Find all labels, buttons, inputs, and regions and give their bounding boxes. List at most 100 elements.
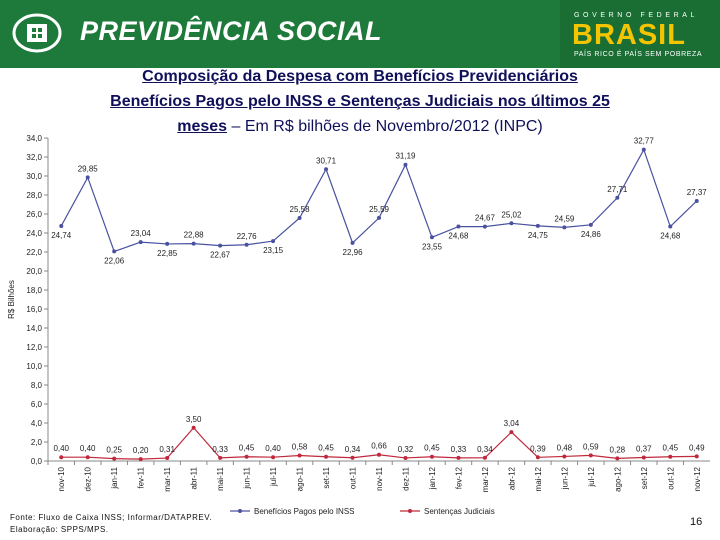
x-tick-label: ago-11 (296, 466, 305, 491)
data-point (562, 225, 567, 230)
y-tick-label: 12,0 (26, 343, 42, 352)
y-tick-label: 8,0 (31, 381, 43, 390)
previdencia-logo-icon (12, 13, 62, 53)
data-point (482, 455, 487, 460)
y-tick-label: 14,0 (26, 324, 42, 333)
y-tick-label: 16,0 (26, 305, 42, 314)
y-tick-label: 28,0 (26, 191, 42, 200)
data-point (85, 455, 90, 460)
data-point (350, 240, 355, 245)
data-point (562, 454, 567, 459)
data-point (138, 457, 143, 462)
x-tick-label: ago-12 (613, 466, 622, 491)
y-tick-label: 4,0 (31, 419, 43, 428)
data-point (588, 222, 593, 227)
data-label: 0,40 (80, 444, 96, 453)
data-point (112, 249, 117, 254)
x-tick-label: nov-11 (375, 466, 384, 490)
data-label: 0,45 (318, 444, 334, 453)
data-label: 32,77 (634, 137, 655, 146)
data-label: 0,45 (239, 444, 255, 453)
data-point (456, 455, 461, 460)
series-line-beneficios (60, 148, 698, 253)
data-label: 0,25 (106, 446, 122, 455)
data-label: 0,58 (292, 442, 308, 451)
y-tick-label: 32,0 (26, 153, 42, 162)
x-tick-label: dez-10 (84, 466, 93, 491)
x-tick-label: jan-12 (428, 466, 437, 490)
data-label: 27,71 (607, 185, 628, 194)
data-point (641, 147, 646, 152)
data-point (218, 455, 223, 460)
slide-title-line3-bold: meses (177, 118, 228, 135)
data-label: 0,66 (371, 442, 387, 451)
data-point (297, 215, 302, 220)
y-tick-label: 22,0 (26, 248, 42, 257)
y-axis-title: R$ Bilhões (7, 280, 16, 319)
data-point (138, 240, 143, 245)
data-label: 25,58 (290, 205, 311, 214)
data-label: 3,04 (504, 419, 520, 428)
y-tick-label: 20,0 (26, 267, 42, 276)
x-tick-label: fev-11 (137, 466, 146, 488)
data-label: 0,45 (662, 444, 678, 453)
y-tick-label: 0,0 (31, 457, 43, 466)
data-label: 22,88 (184, 231, 205, 240)
data-label: 24,67 (475, 214, 496, 223)
legend-marker (408, 509, 412, 513)
data-label: 0,45 (424, 444, 440, 453)
data-label: 0,40 (265, 444, 281, 453)
data-point (403, 455, 408, 460)
x-tick-label: mai-12 (534, 466, 543, 491)
slide-title-line3: meses – Em R$ bilhões de Novembro/2012 (… (0, 118, 720, 136)
data-point (350, 455, 355, 460)
data-label: 0,28 (610, 445, 626, 454)
gov-name: BRASIL (572, 19, 686, 51)
slide-title-line1: Composição da Despesa com Benefícios Pre… (142, 68, 578, 85)
header-banner: PREVIDÊNCIA SOCIAL GOVERNO FEDERAL BRASI… (0, 0, 720, 68)
page-number: 16 (690, 516, 703, 528)
x-tick-label: fev-12 (454, 466, 463, 489)
x-tick-label: mar-12 (481, 466, 490, 492)
data-point (59, 223, 64, 228)
data-label: 24,75 (528, 231, 549, 240)
data-point (324, 167, 329, 172)
data-label: 25,02 (501, 210, 522, 219)
gov-top-text: GOVERNO FEDERAL (574, 12, 699, 19)
data-label: 0,34 (477, 445, 493, 454)
data-label: 22,06 (104, 256, 125, 265)
data-point (324, 454, 329, 459)
slide-title-line3-rest: – Em R$ bilhões de Novembro/2012 (INPC) (227, 118, 543, 135)
data-point (668, 224, 673, 229)
y-tick-label: 30,0 (26, 172, 42, 181)
data-point (535, 455, 540, 460)
data-point (588, 453, 593, 458)
data-label: 0,39 (530, 444, 546, 453)
y-tick-label: 18,0 (26, 286, 42, 295)
data-label: 31,19 (395, 152, 416, 161)
data-point (244, 242, 249, 247)
y-tick-label: 2,0 (31, 438, 43, 447)
data-point (456, 224, 461, 229)
data-label: 0,20 (133, 446, 149, 455)
slide-title-line2: Benefícios Pagos pelo INSS e Sentenças J… (110, 93, 610, 110)
x-tick-label: jul-11 (269, 466, 278, 487)
data-point (191, 241, 196, 246)
data-point (615, 456, 620, 461)
data-label: 30,71 (316, 156, 337, 165)
data-label: 0,34 (345, 445, 361, 454)
data-point (694, 454, 699, 459)
x-tick-label: set-12 (640, 466, 649, 489)
data-point (509, 430, 514, 435)
data-label: 24,59 (554, 214, 575, 223)
data-point (297, 453, 302, 458)
data-label: 0,37 (636, 444, 652, 453)
data-point (218, 243, 223, 248)
x-tick-label: jun-11 (243, 466, 252, 489)
legend-label: Sentenças Judiciais (424, 507, 495, 516)
governo-federal-logo: GOVERNO FEDERAL BRASIL PAÍS RICO É PAÍS … (560, 0, 720, 68)
data-label: 0,32 (398, 445, 414, 454)
x-tick-label: mar-11 (163, 466, 172, 491)
data-point (59, 455, 64, 460)
y-tick-label: 26,0 (26, 210, 42, 219)
